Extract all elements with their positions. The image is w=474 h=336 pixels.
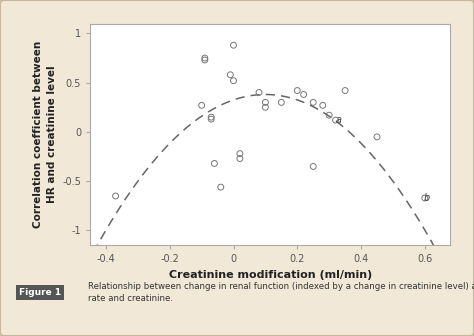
Point [278, 100, 285, 105]
Point [198, 102, 205, 108]
Text: Relationship between change in renal function (indexed by a change in creatinine: Relationship between change in renal fun… [88, 282, 474, 303]
Point [208, 115, 215, 120]
Point [262, 100, 269, 105]
Point [208, 117, 215, 122]
Point [112, 193, 119, 199]
X-axis label: Creatinine modification (ml/min): Creatinine modification (ml/min) [169, 270, 372, 280]
Point [236, 156, 244, 161]
Point [230, 78, 237, 83]
Point [201, 55, 209, 61]
Point [230, 43, 237, 48]
Point [255, 90, 263, 95]
Point [341, 88, 349, 93]
Point [373, 134, 381, 139]
Point [421, 195, 428, 201]
Point [319, 102, 327, 108]
Point [300, 92, 308, 97]
Y-axis label: Correlation coefficient between
HR and creatinine level: Correlation coefficient between HR and c… [33, 41, 56, 228]
Text: Figure 1: Figure 1 [19, 288, 61, 297]
Point [332, 117, 339, 123]
Point [325, 113, 333, 118]
Point [236, 151, 244, 156]
Point [201, 57, 209, 63]
Point [262, 104, 269, 110]
Point [293, 88, 301, 93]
Text: b: b [423, 193, 429, 203]
Point [227, 72, 234, 78]
Point [310, 100, 317, 105]
Point [217, 184, 225, 190]
Point [310, 164, 317, 169]
Point [210, 161, 218, 166]
Text: a: a [336, 115, 342, 125]
